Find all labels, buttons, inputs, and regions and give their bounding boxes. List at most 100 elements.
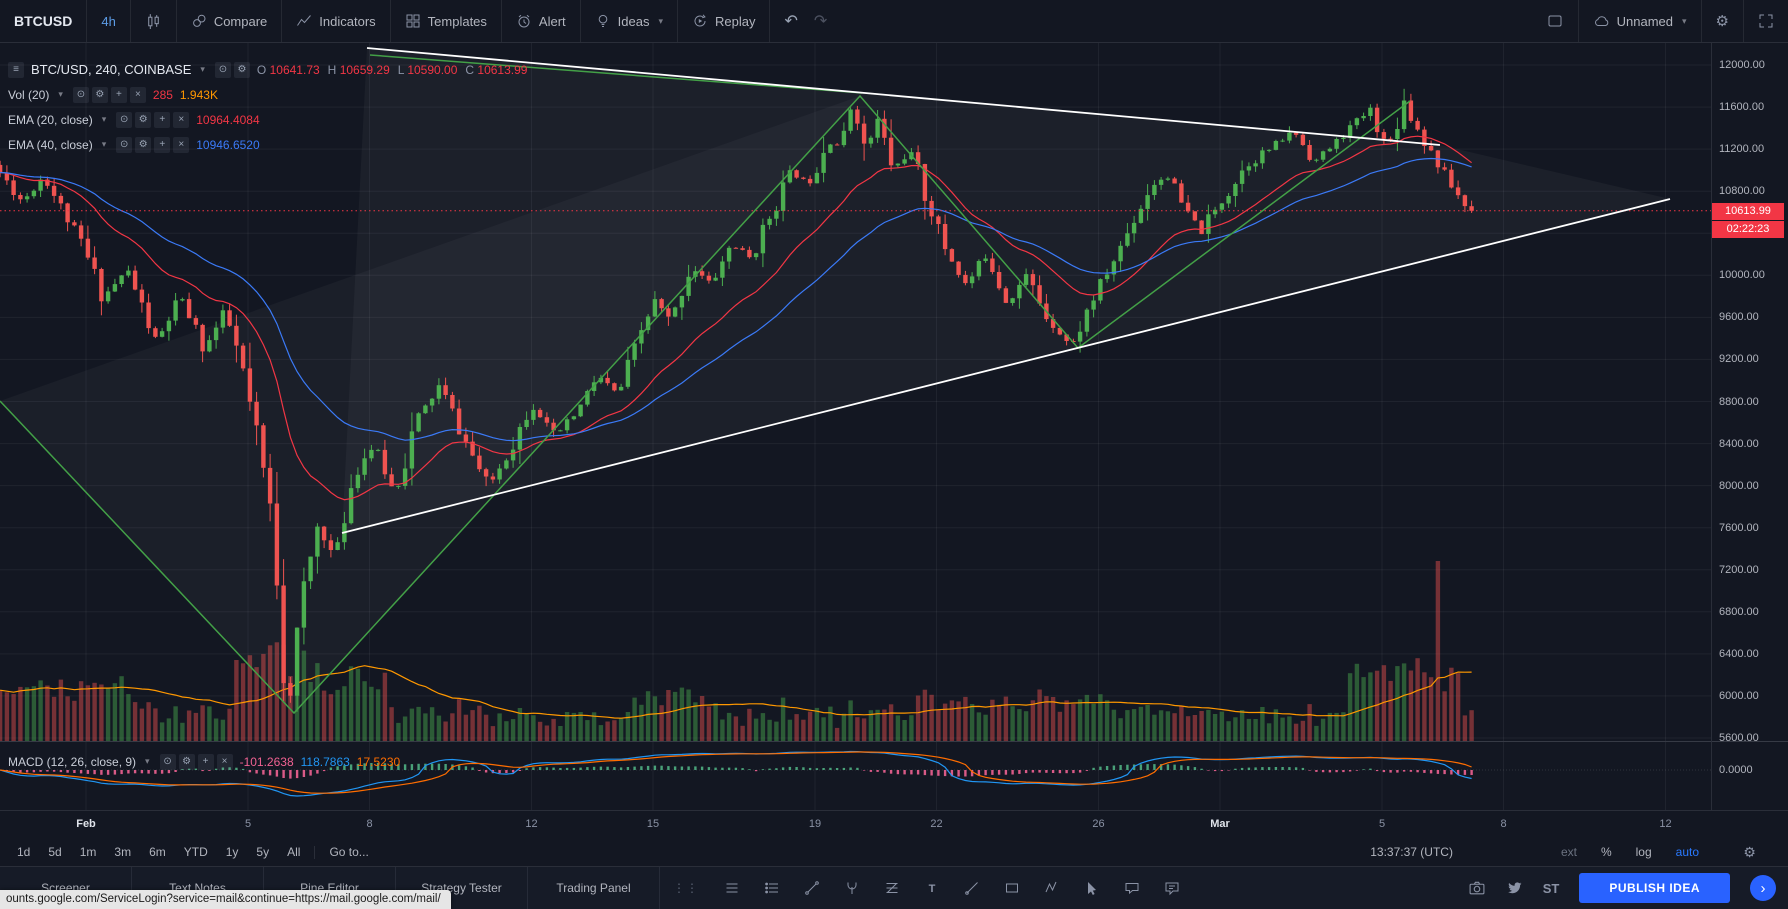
eye-icon[interactable]: ⊙ (214, 61, 231, 78)
price-axis-label: 12000.00 (1719, 59, 1765, 71)
pitchfork-tool-button[interactable] (832, 867, 872, 909)
add-icon[interactable]: + (154, 136, 171, 153)
ray-tool-button[interactable] (952, 867, 992, 909)
twitter-share-button[interactable] (1506, 880, 1523, 896)
top-toolbar: BTCUSD 4h Compare Indicators Templates A… (0, 0, 1788, 43)
gear-icon[interactable]: ⚙ (135, 136, 152, 153)
fullscreen-icon (1758, 13, 1774, 29)
eye-icon[interactable]: ⊙ (116, 136, 133, 153)
ext-session-button[interactable]: ext (1560, 845, 1577, 859)
toolbar-separator (1577, 0, 1579, 42)
bottom-bar-right: ST PUBLISH IDEA › (1468, 867, 1788, 909)
range-5d[interactable]: 5d (48, 845, 62, 859)
clock-utc[interactable]: 13:37:37 (UTC) (1370, 845, 1453, 859)
percent-scale-button[interactable]: % (1600, 845, 1612, 859)
range-6m[interactable]: 6m (149, 845, 166, 859)
candlestick-style-icon (145, 13, 162, 30)
saved-layout-button[interactable]: Unnamed ▾ (1579, 0, 1701, 42)
gear-icon[interactable]: ⚙ (135, 111, 152, 128)
pane-divider[interactable] (0, 741, 1788, 742)
snapshot-camera-button[interactable] (1468, 880, 1486, 897)
ema40-buttons: ⊙ ⚙ + × (116, 136, 190, 153)
alert-button[interactable]: Alert (502, 0, 580, 42)
favorite-tools: T (712, 867, 1192, 909)
range-5y[interactable]: 5y (256, 845, 270, 859)
chevron-down-icon[interactable]: ▾ (101, 114, 107, 124)
time-axis-label: 5 (244, 818, 252, 830)
eye-icon[interactable]: ⊙ (159, 753, 176, 770)
range-all[interactable]: All (287, 845, 301, 859)
trend-line-tool-button[interactable] (792, 867, 832, 909)
eye-icon[interactable]: ⊙ (116, 111, 133, 128)
macd-legend: MACD (12, 26, close, 9) ▾ ⊙ ⚙ + × -101.2… (8, 749, 400, 774)
price-axis-label: 10800.00 (1719, 185, 1765, 198)
callout-tool-button[interactable] (1112, 867, 1152, 909)
indicators-button[interactable]: Indicators (282, 0, 389, 42)
close-icon[interactable]: × (173, 136, 190, 153)
publish-idea-button[interactable]: PUBLISH IDEA (1579, 873, 1730, 903)
text-tool-button[interactable]: T (912, 867, 952, 909)
fullscreen-button[interactable] (1744, 0, 1788, 42)
range-ytd[interactable]: YTD (183, 845, 208, 859)
time-axis-label: Feb (76, 818, 96, 830)
add-icon[interactable]: + (110, 86, 127, 103)
list-details-tool-button[interactable] (752, 867, 792, 909)
cursor-tool-button[interactable] (1072, 867, 1112, 909)
chart-settings-button[interactable]: ⚙ (1702, 0, 1743, 42)
indicators-label: Indicators (319, 13, 376, 29)
compare-icon (191, 13, 207, 29)
chevron-down-icon[interactable]: ▾ (58, 89, 63, 99)
interval-button[interactable]: 4h (87, 0, 129, 42)
gear-icon[interactable]: ⚙ (178, 753, 195, 770)
redo-button[interactable]: ↷ (812, 0, 841, 42)
goto-button[interactable]: Go to... (329, 845, 369, 859)
publish-menu-toggle[interactable]: › (1750, 875, 1776, 901)
chart-style-button[interactable] (131, 0, 176, 42)
layout-select-button[interactable] (1532, 0, 1578, 42)
macd-hist-value: -101.2638 (239, 754, 294, 769)
series-buttons: ⊙ ⚙ (214, 61, 250, 78)
series-caret-icon[interactable]: ▾ (200, 64, 205, 74)
close-icon[interactable]: × (129, 86, 146, 103)
pane-menu-icon[interactable]: ≡ (8, 61, 24, 78)
symbol-button[interactable]: BTCUSD (0, 0, 86, 42)
ema40-label: EMA (40, close) (8, 137, 93, 152)
rectangle-tool-button[interactable] (992, 867, 1032, 909)
gear-icon[interactable]: ⚙ (91, 86, 108, 103)
list-lines-tool-button[interactable] (712, 867, 752, 909)
templates-button[interactable]: Templates (391, 0, 501, 42)
ideas-label: Ideas (617, 13, 650, 29)
volume-value: 285 (152, 87, 173, 102)
axis-settings-gear-icon[interactable]: ⚙ (1743, 843, 1756, 860)
chart-canvas[interactable] (0, 43, 1711, 810)
close-icon[interactable]: × (216, 753, 233, 770)
tab-trading-panel[interactable]: Trading Panel (528, 867, 660, 909)
toolbar-separator (1700, 0, 1702, 42)
chevron-down-icon[interactable]: ▾ (101, 139, 107, 149)
chevron-down-icon[interactable]: ▾ (145, 756, 150, 766)
range-1y[interactable]: 1y (225, 845, 239, 859)
range-3m[interactable]: 3m (114, 845, 132, 859)
time-axis[interactable]: Feb 5 8 12 15 19 22 26 Mar 5 8 12 (0, 810, 1788, 838)
undo-button[interactable]: ↶ (770, 0, 811, 42)
eye-icon[interactable]: ⊙ (72, 86, 89, 103)
stocktwits-share-button[interactable]: ST (1542, 880, 1560, 896)
favorites-drag-handle[interactable]: ⋮⋮ (673, 881, 699, 895)
add-icon[interactable]: + (154, 111, 171, 128)
ideas-button[interactable]: Ideas ▾ (581, 0, 677, 42)
comment-tool-button[interactable] (1152, 867, 1192, 909)
range-1m[interactable]: 1m (79, 845, 97, 859)
range-1d[interactable]: 1d (17, 845, 31, 859)
log-scale-button[interactable]: log (1635, 845, 1652, 859)
xabcd-pattern-tool-button[interactable] (1032, 867, 1072, 909)
price-axis-label: 8000.00 (1719, 479, 1759, 492)
gear-icon[interactable]: ⚙ (233, 61, 250, 78)
compare-button[interactable]: Compare (177, 0, 281, 42)
replay-button[interactable]: Replay (678, 0, 769, 42)
time-axis-label: Mar (1210, 818, 1230, 830)
fib-retracement-tool-button[interactable] (872, 867, 912, 909)
price-axis[interactable]: 12000.00 11600.00 11200.00 10800.00 10000.00… (1711, 43, 1788, 810)
add-icon[interactable]: + (197, 753, 214, 770)
close-icon[interactable]: × (173, 111, 190, 128)
auto-scale-button[interactable]: auto (1675, 845, 1699, 859)
